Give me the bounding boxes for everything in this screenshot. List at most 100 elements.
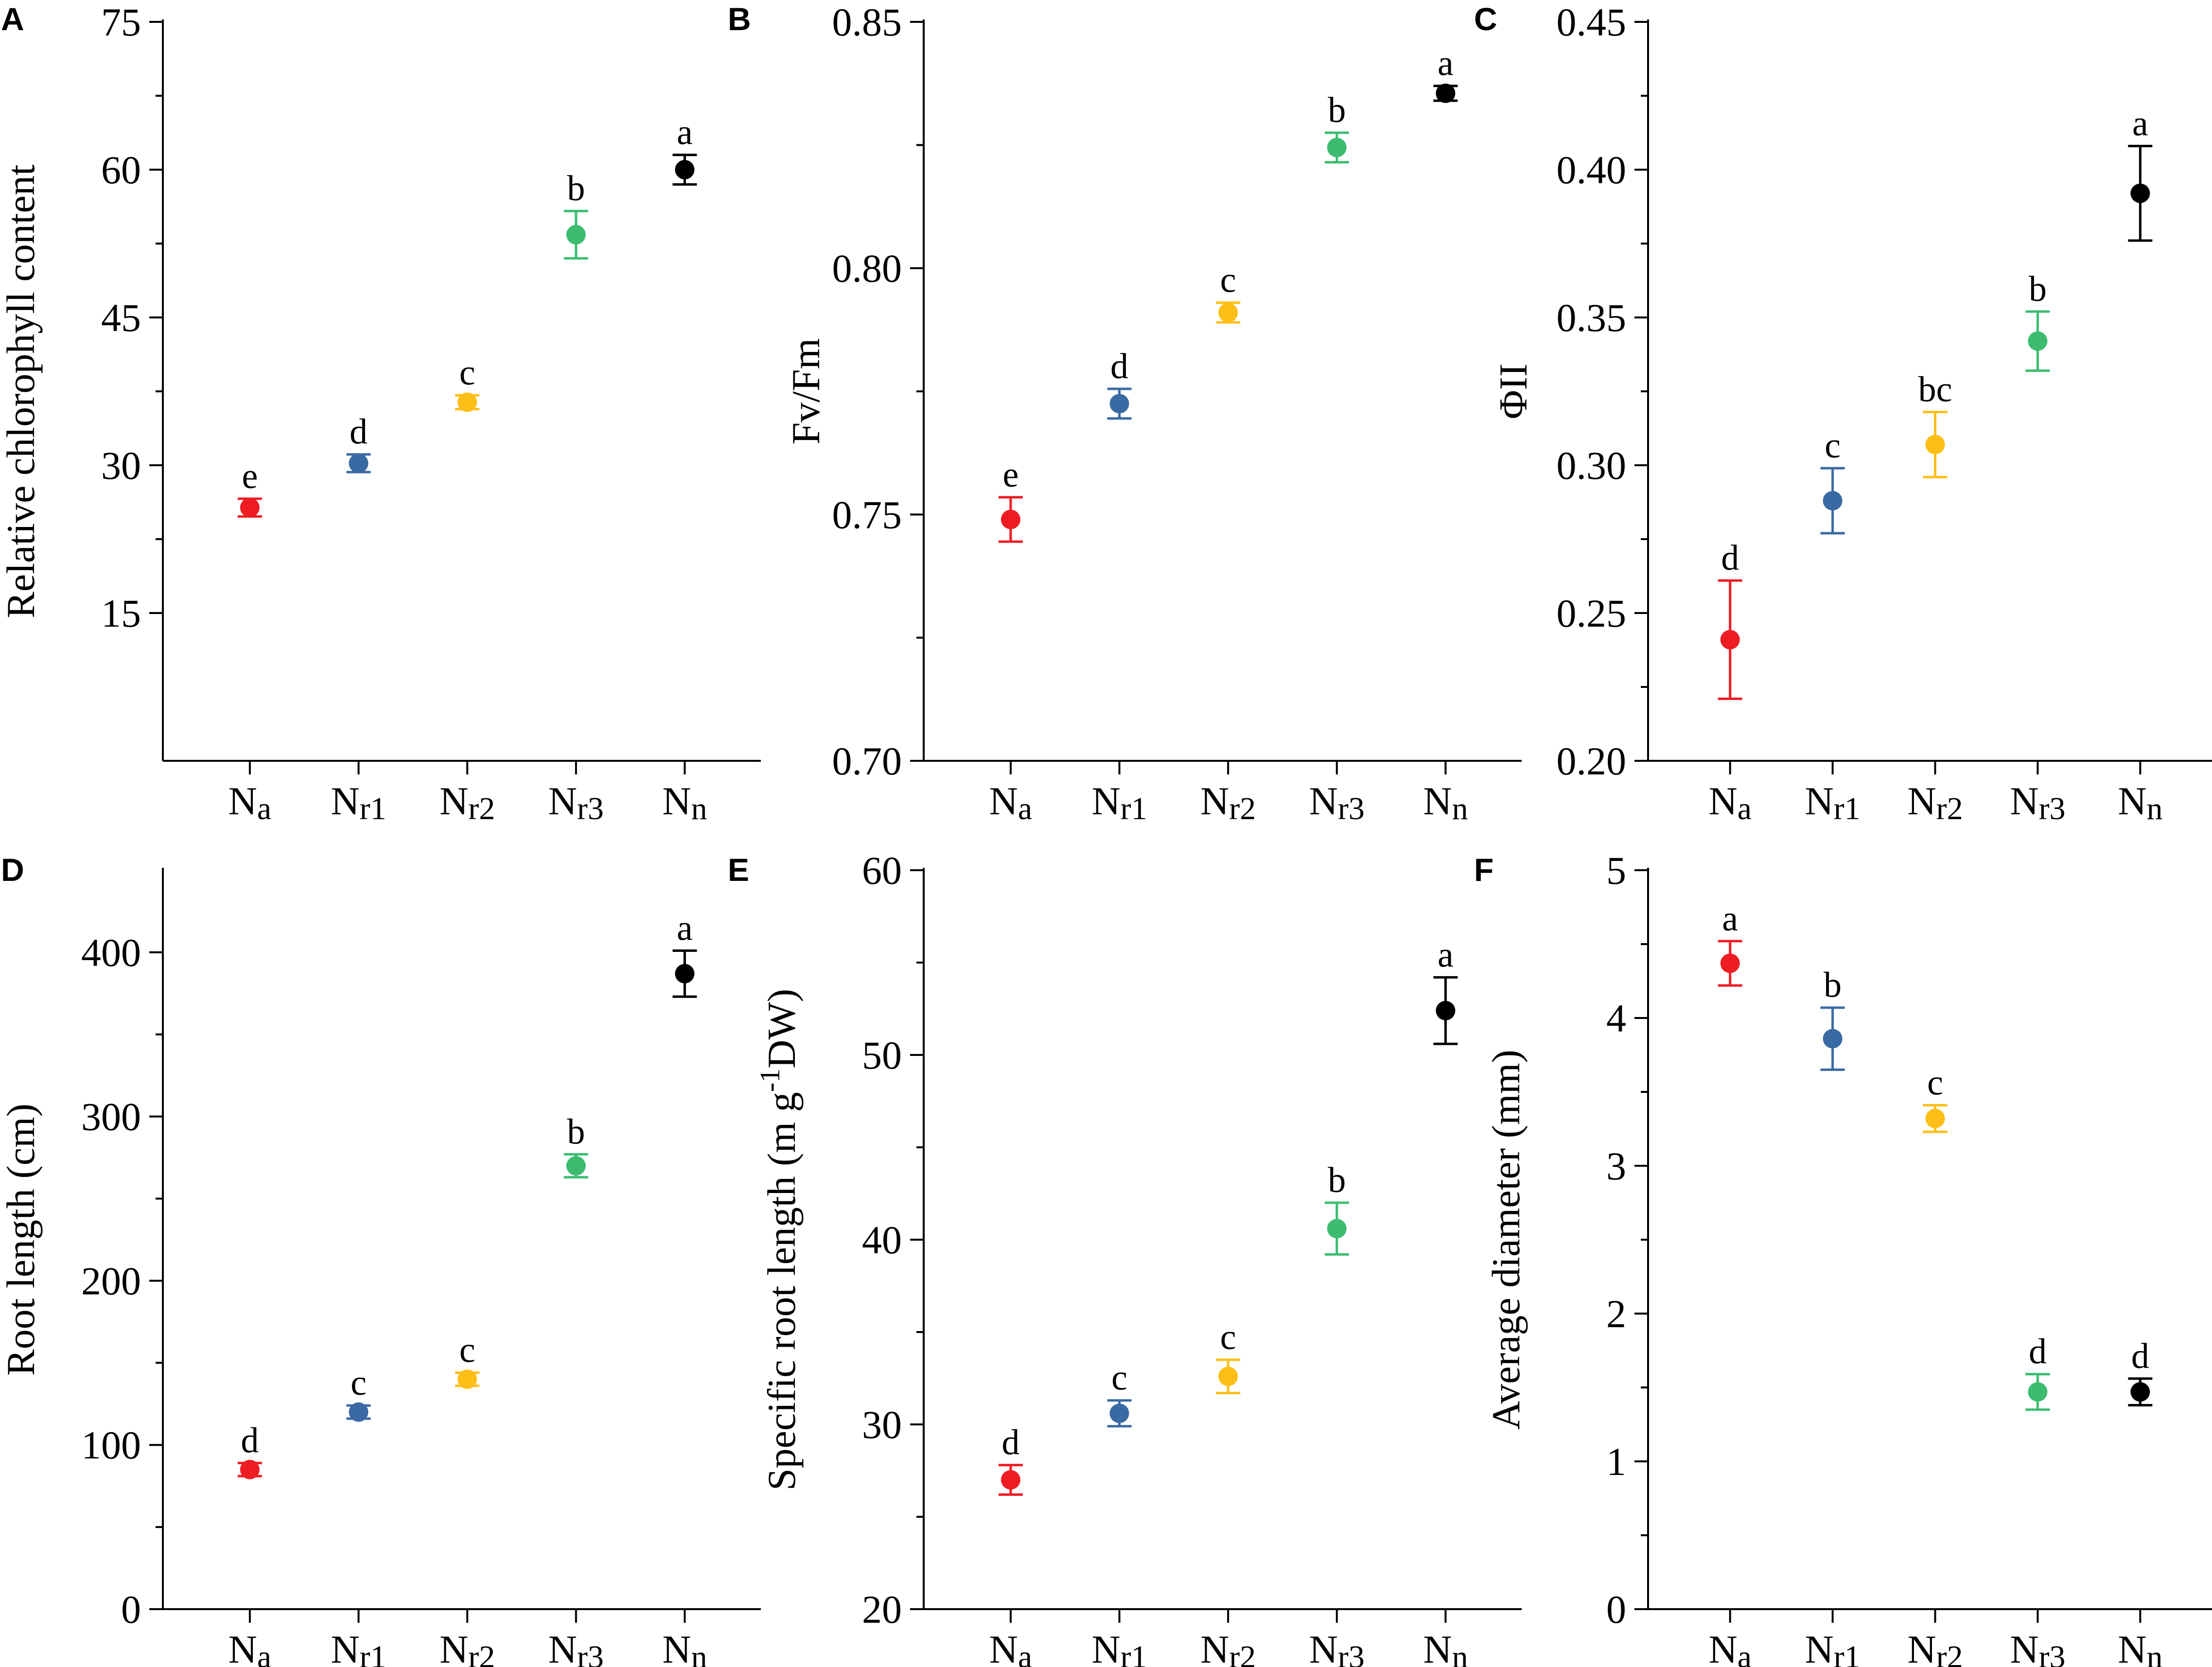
y-tick-label: 0 [121,1587,141,1632]
y-tick-label: 0.20 [1557,739,1627,783]
y-tick-label: 100 [81,1423,141,1467]
data-point [1327,1219,1347,1239]
data-point [2130,183,2150,203]
significance-letter: d [350,412,368,452]
y-tick-label: 2 [1606,1292,1626,1336]
significance-letter: b [2029,269,2047,309]
x-tick-label: Nr1 [331,779,386,826]
data-point [1218,302,1238,322]
data-point [240,498,260,518]
significance-letter: b [1328,1160,1346,1200]
y-tick-label: 50 [862,1033,902,1077]
panel-a: A 15 30 45 60 75 Relative chlorophyll content N… [0,0,761,826]
y-tick-label: 3 [1606,1144,1626,1188]
x-tick-label: Na [1708,1627,1752,1667]
data-point [1925,435,1945,455]
y-tick-label: 30 [101,443,141,488]
y-axis-label: Root length (cm) [0,1104,43,1376]
x-tick-label: Nr3 [1309,779,1365,826]
significance-letter: c [459,1331,475,1370]
significance-letter: d [1001,1423,1019,1463]
x-tick-label: Nn [2118,779,2162,826]
data-point [1218,1367,1238,1386]
x-tick-label: Na [1708,779,1752,826]
x-tick-label: Nn [662,779,707,826]
data-point [349,1402,369,1422]
data-point [1823,491,1843,510]
significance-letter: a [2132,104,2148,143]
significance-letter: c [459,353,475,393]
data-point [1001,509,1020,529]
significance-letter: d [1110,347,1128,386]
data-point [1720,630,1740,649]
y-axis-label: Fv/Fm [784,338,828,445]
y-tick-label: 40 [862,1218,902,1262]
y-tick-label: 0.25 [1557,591,1627,635]
panel-letter-c: C [1474,1,1497,37]
x-tick-label: Na [228,1627,272,1667]
data-point [1436,1000,1456,1020]
y-tick-label: 0.85 [832,0,902,44]
panel-d: D 0 100 200 300 400 Root length (cm) Na d Nr1 c Nr2… [0,852,761,1667]
data-point [1109,1404,1129,1423]
y-tick-label: 0.70 [832,739,902,783]
x-tick-label: Nr3 [1309,1627,1365,1667]
data-point [566,225,586,245]
y-tick-label: 15 [101,591,141,635]
significance-letter: a [1438,935,1454,975]
data-point [1823,1029,1843,1049]
data-point [675,160,695,179]
y-tick-label: 1 [1606,1439,1626,1484]
panel-letter-d: D [1,852,24,888]
y-tick-label: 0.80 [832,246,902,291]
data-point [675,964,695,983]
x-tick-label: Na [228,779,272,826]
y-tick-label: 20 [862,1587,902,1632]
x-tick-label: Nr2 [1907,1627,1963,1667]
y-tick-label: 0.40 [1557,148,1627,192]
y-tick-label: 0.45 [1557,0,1627,44]
y-tick-label: 400 [81,930,141,975]
data-point [457,1369,477,1389]
x-tick-label: Nr1 [1805,1627,1861,1667]
x-tick-label: Nr1 [1805,779,1861,826]
y-tick-label: 0.75 [832,492,902,537]
y-tick-label: 200 [81,1259,141,1303]
x-tick-label: Nr2 [439,1627,495,1667]
x-tick-label: Nn [1423,1627,1468,1667]
x-tick-label: Nr2 [1200,779,1256,826]
x-tick-label: Nr3 [2010,779,2065,826]
x-tick-label: Na [989,779,1033,826]
significance-letter: a [1438,44,1454,84]
y-tick-label: 45 [101,296,141,340]
x-tick-label: Nn [2118,1627,2162,1667]
significance-letter: c [1220,261,1236,300]
significance-letter: e [242,456,258,496]
x-tick-label: Na [989,1627,1033,1667]
significance-letter: b [1328,90,1346,130]
x-tick-label: Nr2 [439,779,495,826]
significance-letter: c [1927,1063,1943,1103]
significance-letter: a [677,909,693,948]
significance-letter: d [2029,1332,2047,1372]
data-point [1925,1108,1945,1128]
significance-letter: a [677,113,693,153]
y-tick-label: 75 [101,0,141,44]
panel-c: C 0.20 0.25 0.30 0.35 0.40 0.45 ΦII Na d Nr1 c Nr2 bc… [1474,0,2212,826]
y-tick-label: 5 [1606,848,1626,893]
significance-letter: c [1220,1317,1236,1357]
data-point [2028,1382,2048,1402]
significance-letter: b [567,1112,585,1152]
y-tick-label: 300 [81,1095,141,1139]
y-tick-label: 60 [101,148,141,192]
data-point [1109,394,1129,414]
y-axis-label: Relative chlorophyll content [0,164,43,618]
y-axis-label: ΦII [1491,364,1535,420]
x-tick-label: Nn [1423,779,1468,826]
significance-letter: d [241,1421,259,1460]
x-tick-label: Nr2 [1907,779,1963,826]
significance-letter: a [1722,899,1738,939]
significance-letter: c [1825,426,1841,466]
data-point [566,1156,586,1176]
